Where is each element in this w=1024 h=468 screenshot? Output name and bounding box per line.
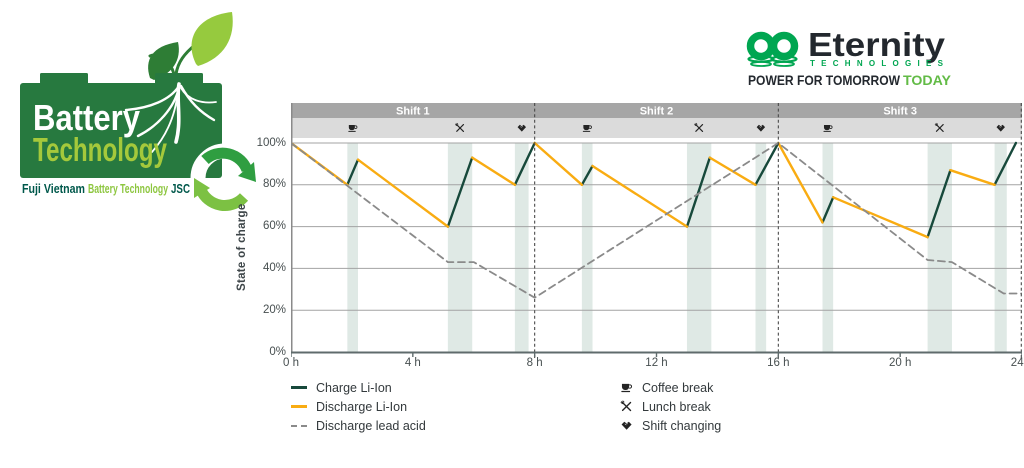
- series-charge-li-ion: [580, 164, 594, 187]
- series-discharge-lead-acid: [291, 142, 1022, 299]
- infinity-icon: [746, 31, 799, 67]
- shift-label: Shift 2: [640, 106, 674, 118]
- series-charge-li-ion: [346, 158, 360, 187]
- series-charge-li-ion: [821, 196, 835, 224]
- event-band-coffee: [347, 143, 359, 352]
- leaf-dark-icon: [148, 42, 179, 80]
- eternity-brand-text: Eternity: [808, 28, 946, 63]
- logo-word-technology: Technology: [33, 131, 167, 168]
- series-charge-li-ion: [754, 141, 780, 187]
- series-charge-li-ion: [513, 141, 536, 187]
- eternity-tagline-main: POWER FOR TOMORROW: [748, 72, 901, 88]
- series-charge-li-ion: [926, 168, 952, 239]
- series-discharge-li-ion: [777, 141, 824, 224]
- legend-item-shift-changing: Shift changing: [620, 416, 721, 435]
- shift-label: Shift 3: [883, 106, 917, 118]
- x-tick-label: 8 h: [526, 357, 543, 369]
- legend-item-coffee-break: Coffee break: [620, 378, 721, 397]
- logo-word-battery: Battery: [33, 97, 140, 138]
- series-discharge-li-ion: [708, 156, 757, 187]
- x-axis-labels: 0 h 4 h 8 h 12 h 16 h 20 h 24 h: [283, 357, 1024, 371]
- chart-svg: Shift 1 Shift 2 Shift 3: [291, 103, 1022, 359]
- event-icons-band: [291, 118, 1022, 138]
- event-band-coffee: [822, 143, 834, 352]
- event-band-shift: [994, 143, 1007, 352]
- shift-label: Shift 1: [396, 106, 430, 118]
- eternity-tagline-today: TODAY: [903, 72, 952, 88]
- event-band-lunch: [686, 143, 712, 352]
- y-axis-labels: 100% 80% 60% 40% 20% 0%: [248, 103, 286, 358]
- legend-swatch-discharge: [291, 405, 307, 408]
- logo-tagline-fuji-vietnam: Fuji Vietnam: [22, 182, 85, 196]
- legend-item-discharge-lead-acid: Discharge lead acid: [291, 416, 426, 435]
- x-tick-label: 12 h: [645, 357, 668, 369]
- series-discharge-li-ion: [949, 168, 996, 187]
- legend-label: Discharge Li-Ion: [316, 399, 408, 414]
- recycle-icon: [190, 143, 260, 213]
- chart-dynamic-layer: Shift 1 Shift 2 Shift 3: [291, 103, 1022, 359]
- series-discharge-li-ion: [356, 158, 450, 228]
- leaf-light-icon: [191, 12, 233, 66]
- x-tick-label: 0 h: [283, 357, 299, 369]
- eternity-technologies-logo: Eternity TECHNOLOGIES POWER FOR TOMORROW…: [746, 28, 952, 88]
- legend-item-discharge-li-ion: Discharge Li-Ion: [291, 397, 426, 416]
- y-tick-label: 0%: [269, 345, 286, 358]
- battery-terminal: [155, 73, 203, 84]
- legend-label: Shift changing: [642, 418, 722, 433]
- event-band-shift: [514, 143, 529, 352]
- legend-series: Charge Li-Ion Discharge Li-Ion Discharge…: [291, 378, 426, 435]
- logo-tagline-jsc: JSC: [171, 182, 190, 196]
- shift-changing-icon: [620, 419, 633, 432]
- legend-events: Coffee break Lunch break Shift changing: [620, 378, 721, 435]
- logo-tagline-battery-technology: Battery Technology: [88, 182, 168, 196]
- y-tick-label: 60%: [262, 220, 286, 233]
- series-charge-li-ion: [446, 156, 474, 228]
- event-band-lunch: [447, 143, 473, 352]
- lunch-icon: [620, 400, 633, 413]
- y-axis-title: State of charge: [236, 203, 248, 292]
- coffee-icon: [620, 381, 633, 394]
- series-discharge-li-ion: [470, 156, 517, 187]
- y-tick-label: 80%: [262, 178, 286, 191]
- legend-label: Coffee break: [642, 380, 714, 395]
- plant-roots: [124, 82, 217, 153]
- series-charge-li-ion: [685, 156, 711, 228]
- legend-label: Discharge lead acid: [316, 418, 426, 433]
- legend-swatch-lead-acid: [291, 424, 307, 427]
- series-charge-li-ion: [993, 141, 1018, 187]
- battery-terminal: [40, 73, 88, 84]
- shift-header-band: [291, 103, 1022, 118]
- series-discharge-li-ion: [591, 164, 689, 228]
- y-tick-label: 20%: [262, 303, 286, 316]
- x-tick-label: 16 h: [767, 357, 790, 369]
- legend-label: Lunch break: [642, 399, 711, 414]
- y-tick-label: 40%: [262, 261, 286, 274]
- x-tick-label: 4 h: [404, 357, 421, 369]
- event-band-coffee: [581, 143, 593, 352]
- legend-label: Charge Li-Ion: [316, 380, 392, 395]
- battery-technology-logo: Battery Technology Fuji Vietnam Battery …: [20, 12, 260, 213]
- series-discharge-li-ion: [533, 141, 584, 187]
- legend-swatch-charge: [291, 386, 307, 389]
- y-tick-label: 100%: [256, 136, 286, 149]
- legend-item-lunch-break: Lunch break: [620, 397, 721, 416]
- legend-item-charge-li-ion: Charge Li-Ion: [291, 378, 426, 397]
- x-tick-label: 20 h: [888, 357, 912, 369]
- series-discharge-li-ion: [832, 196, 929, 239]
- x-tick-label: 24 h: [1010, 357, 1024, 369]
- event-band-shift: [755, 143, 767, 352]
